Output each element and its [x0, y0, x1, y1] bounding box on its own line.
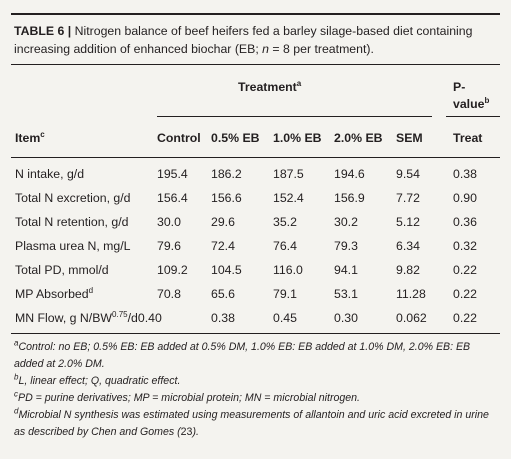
row-label: N intake, g/d — [15, 167, 85, 181]
table-cell: 195.4 — [157, 167, 188, 181]
p-value-header-line2: valueb — [453, 95, 490, 111]
table-cell: 109.2 — [157, 263, 188, 277]
top-rule — [11, 13, 500, 15]
caption-n-var: n — [262, 42, 269, 56]
table-cell: 76.4 — [273, 239, 297, 253]
caption-rule — [11, 64, 500, 65]
column-header-sem: SEM — [396, 131, 423, 145]
table-cell: 0.062 — [396, 311, 427, 325]
table-cell: 156.6 — [211, 191, 242, 205]
table-cell: 9.54 — [396, 167, 420, 181]
column-header-10eb: 1.0% EB — [273, 131, 322, 145]
row-label: Total PD, mmol/d — [15, 263, 109, 277]
table-cell: 116.0 — [273, 263, 303, 277]
table-cell: 9.82 — [396, 263, 420, 277]
footnote-d: dMicrobial N synthesis was estimated usi… — [14, 406, 489, 438]
item-column-header: Itemc — [15, 129, 45, 145]
table-cell: 72.4 — [211, 239, 235, 253]
table-cell: 0.36 — [453, 215, 477, 229]
table-cell: 53.1 — [334, 287, 358, 301]
treatment-span-rule — [157, 116, 432, 117]
column-header-20eb: 2.0% EB — [334, 131, 383, 145]
table-cell: 186.2 — [211, 167, 242, 181]
table-cell: 194.6 — [334, 167, 365, 181]
p-value-header-line1: P- — [453, 80, 466, 94]
table-caption: TABLE 6 | Nitrogen balance of beef heife… — [14, 22, 500, 58]
table-cell: 0.22 — [453, 311, 477, 325]
table-cell: 65.6 — [211, 287, 235, 301]
footnote-a: aControl: no EB; 0.5% EB: EB added at 0.… — [14, 338, 471, 370]
table-cell: 6.34 — [396, 239, 420, 253]
row-label: MN Flow, g N/BW0.75/d0.40 — [15, 309, 162, 325]
table-cell: 0.22 — [453, 287, 477, 301]
table-cell: 79.3 — [334, 239, 358, 253]
table-cell: 29.6 — [211, 215, 235, 229]
table-cell: 70.8 — [157, 287, 181, 301]
table-cell: 7.72 — [396, 191, 420, 205]
table-cell: 156.9 — [334, 191, 365, 205]
table-cell: 0.38 — [453, 167, 477, 181]
bottom-rule — [11, 333, 500, 334]
row-label: Plasma urea N, mg/L — [15, 239, 131, 253]
table-cell: 156.4 — [157, 191, 188, 205]
table-cell: 0.38 — [211, 311, 235, 325]
table-cell: 11.28 — [396, 287, 426, 301]
table-cell: 35.2 — [273, 215, 297, 229]
table-cell: 30.0 — [157, 215, 181, 229]
header-rule — [11, 157, 500, 158]
table-cell: 0.90 — [453, 191, 477, 205]
table-cell: 79.6 — [157, 239, 181, 253]
table-cell: 187.5 — [273, 167, 304, 181]
row-label: Total N excretion, g/d — [15, 191, 131, 205]
table-cell: 94.1 — [334, 263, 358, 277]
table-cell: 30.2 — [334, 215, 358, 229]
table-cell: 5.12 — [396, 215, 420, 229]
row-label: Total N retention, g/d — [15, 215, 129, 229]
table-cell: 79.1 — [273, 287, 297, 301]
p-value-span-rule — [446, 116, 500, 117]
table-cell: 152.4 — [273, 191, 304, 205]
table-cell: 0.32 — [453, 239, 477, 253]
footnote-b: bL, linear effect; Q, quadratic effect. — [14, 372, 181, 387]
column-header-05eb: 0.5% EB — [211, 131, 260, 145]
column-header-treat: Treat — [453, 131, 483, 145]
table-label: TABLE 6 | — [14, 24, 72, 38]
table-cell: 0.22 — [453, 263, 477, 277]
table-cell: 0.30 — [334, 311, 358, 325]
table-cell: 0.45 — [273, 311, 297, 325]
caption-part-1: Nitrogen balance of beef heifers fed a b… — [14, 24, 473, 56]
table-cell: 104.5 — [211, 263, 242, 277]
row-label: MP Absorbedd — [15, 285, 94, 301]
caption-part-2: = 8 per treatment). — [269, 42, 374, 56]
column-header-control: Control — [157, 131, 201, 145]
footnote-c: cPD = purine derivatives; MP = microbial… — [14, 389, 360, 404]
treatment-group-header: Treatmenta — [238, 78, 302, 94]
